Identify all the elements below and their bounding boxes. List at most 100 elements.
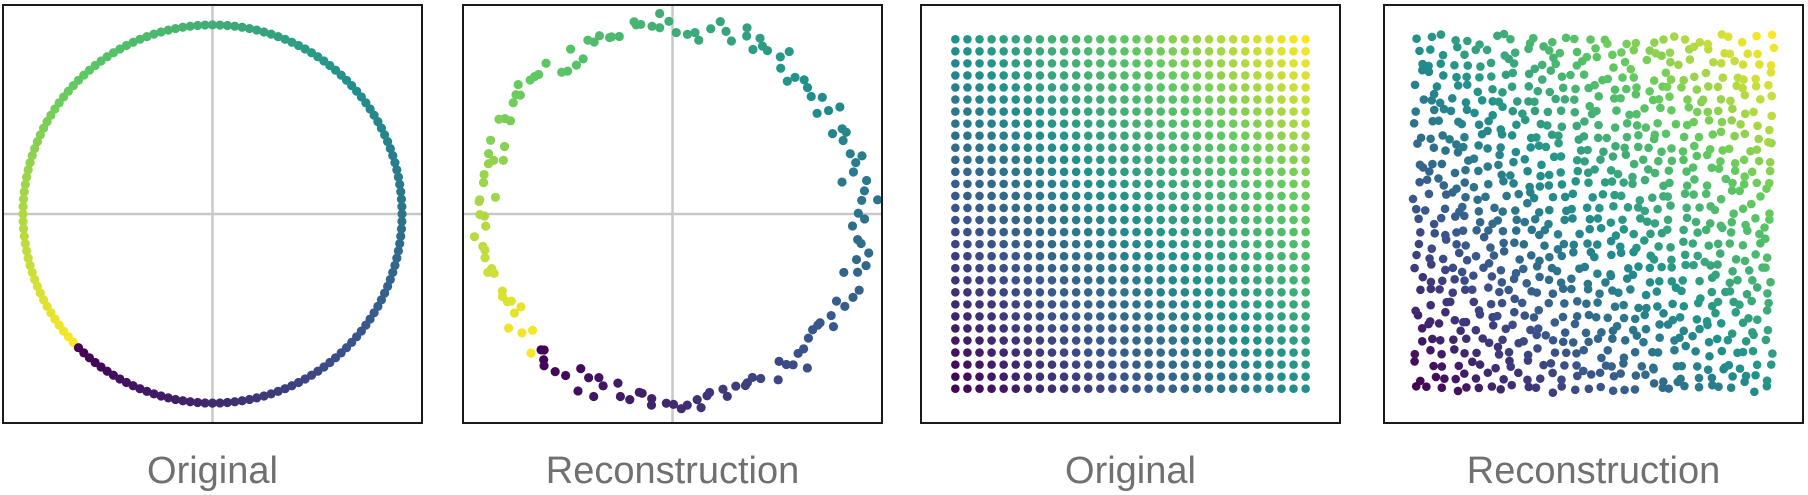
scatter-point: [1216, 59, 1226, 68]
scatter-point: [1543, 107, 1553, 117]
scatter-point: [1144, 227, 1153, 237]
scatter-point: [259, 27, 269, 37]
scatter-point: [1071, 360, 1081, 369]
scatter-point: [1047, 143, 1057, 153]
scatter-point: [1620, 57, 1630, 67]
scatter-point: [1560, 95, 1570, 104]
scatter-point: [1156, 34, 1165, 44]
scatter-point: [1575, 229, 1584, 239]
scatter-point: [1568, 214, 1577, 223]
scatter-point: [1156, 179, 1165, 189]
scatter-point: [1156, 348, 1165, 357]
scatter-point: [1435, 335, 1445, 345]
scatter-point: [1555, 48, 1565, 58]
scatter-point: [987, 251, 996, 261]
scatter-point: [1132, 384, 1141, 394]
scatter-point: [30, 274, 40, 285]
scatter-point: [655, 8, 665, 19]
scatter-point: [1738, 204, 1748, 214]
scatter-point: [1649, 379, 1659, 388]
scatter-point: [1483, 368, 1493, 378]
scatter-point: [1415, 177, 1424, 187]
scatter-point: [1450, 168, 1460, 178]
scatter-point: [1483, 144, 1492, 153]
scatter-point: [1168, 275, 1178, 285]
scatter-point: [1680, 381, 1689, 391]
scatter-point: [1552, 266, 1562, 276]
scatter-point: [1591, 44, 1600, 53]
scatter-point: [1702, 316, 1712, 326]
scatter-point: [1637, 362, 1647, 371]
scatter-point: [1144, 155, 1153, 165]
scatter-point: [1573, 166, 1583, 176]
scatter-point: [1144, 239, 1153, 249]
scatter-point: [1108, 300, 1117, 309]
scatter-point: [1228, 372, 1238, 381]
scatter-point: [1120, 288, 1129, 297]
scatter-point: [999, 179, 1008, 189]
scatter-point: [1023, 59, 1033, 68]
scatter-point: [1576, 146, 1586, 155]
scatter-point: [1192, 360, 1202, 369]
scatter-point: [18, 216, 28, 227]
scatter-point: [999, 71, 1008, 80]
scatter-point: [999, 203, 1008, 213]
scatter-point: [1096, 191, 1105, 201]
scatter-point: [215, 398, 225, 408]
scatter-point: [1741, 220, 1750, 230]
scatter-point: [987, 215, 996, 225]
scatter-point: [1446, 106, 1456, 116]
scatter-point: [1265, 275, 1274, 285]
scatter-point: [837, 177, 847, 187]
scatter-point: [1514, 368, 1523, 378]
scatter-point: [1508, 68, 1518, 78]
scatter-point: [486, 135, 496, 145]
scatter-point: [1667, 263, 1676, 272]
scatter-point: [1035, 83, 1045, 92]
scatter-point: [1474, 207, 1484, 216]
scatter-point: [1667, 156, 1677, 166]
scatter-point: [1494, 350, 1504, 359]
scatter-point: [1767, 91, 1776, 101]
scatter-point: [1277, 215, 1286, 225]
scatter-point: [1120, 107, 1129, 116]
scatter-point: [1716, 59, 1726, 68]
scatter-point: [18, 201, 28, 212]
scatter-point: [32, 137, 42, 147]
scatter-point: [1486, 58, 1496, 68]
scatter-point: [1713, 82, 1723, 92]
scatter-point: [1265, 191, 1274, 201]
scatter-point: [1761, 335, 1771, 345]
scatter-point: [1677, 361, 1687, 371]
scatter-point: [951, 59, 960, 68]
scatter-point: [1120, 119, 1129, 128]
scatter-point: [1631, 38, 1641, 48]
scatter-point: [1083, 167, 1093, 177]
scatter-point: [1083, 336, 1093, 345]
scatter-point: [1011, 71, 1021, 80]
scatter-point: [1601, 278, 1610, 287]
scatter-point: [1168, 263, 1178, 273]
scatter-point: [1144, 95, 1153, 104]
scatter-point: [1695, 324, 1704, 334]
scatter-point: [1558, 312, 1568, 322]
scatter-point: [1544, 219, 1553, 229]
scatter-point: [1071, 384, 1081, 394]
scatter-point: [963, 167, 972, 177]
scatter-point: [1144, 107, 1153, 116]
scatter-point: [999, 312, 1008, 321]
scatter-point: [1434, 174, 1443, 183]
scatter-point: [1023, 251, 1033, 261]
scatter-point: [1410, 357, 1419, 366]
scatter-point: [1180, 372, 1190, 381]
scatter-point: [1047, 59, 1057, 68]
scatter-point: [1192, 215, 1202, 225]
scatter-point: [1023, 203, 1033, 213]
scatter-point: [1144, 372, 1153, 381]
scatter-point: [1641, 123, 1651, 132]
scatter-point: [1240, 263, 1250, 273]
scatter-point: [975, 263, 984, 273]
scatter-point: [1420, 206, 1430, 215]
scatter-point: [1418, 65, 1427, 75]
scatter-point: [1412, 34, 1421, 44]
